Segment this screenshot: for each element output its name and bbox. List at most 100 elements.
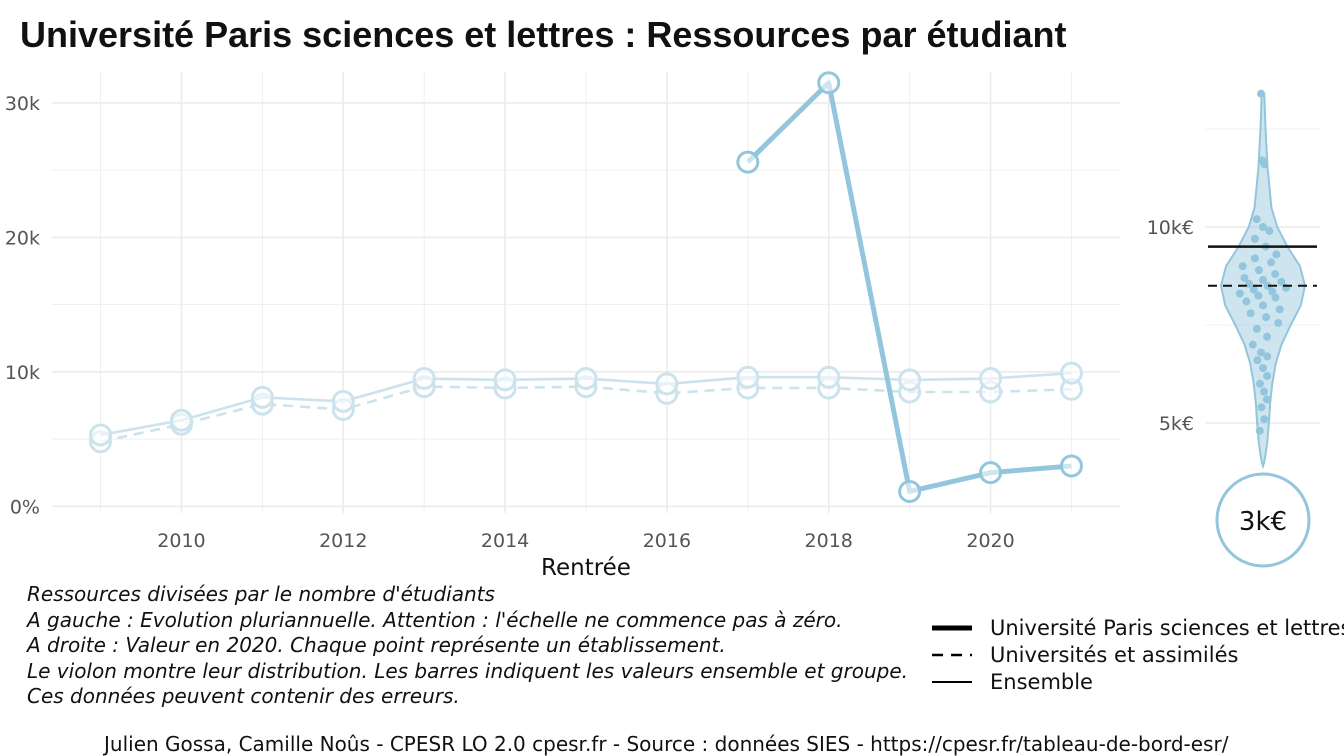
highlight-value-label: 3k€: [1239, 507, 1287, 537]
legend-key-dashed: [932, 653, 972, 656]
data-point: [979, 367, 1003, 391]
violin-point: [1263, 371, 1272, 380]
y-tick-label: 0%: [10, 496, 40, 518]
data-point: [736, 365, 760, 389]
legend-key-solid: [932, 680, 972, 683]
violin-point: [1235, 289, 1244, 298]
chart-title: Université Paris sciences et lettres : R…: [20, 14, 1067, 55]
caption-line: A gauche : Evolution pluriannuelle. Atte…: [27, 607, 843, 632]
violin-point: [1262, 395, 1271, 404]
violin-tick-label: 5k€: [1159, 413, 1194, 435]
violin-plot: 3k€: [1208, 89, 1317, 568]
violin-point: [1254, 266, 1263, 275]
x-tick-label: 2014: [481, 530, 529, 552]
data-point: [1059, 454, 1083, 478]
legend-label: Universités et assimilés: [990, 642, 1239, 667]
data-point: [250, 385, 274, 409]
x-tick-label: 2016: [643, 530, 691, 552]
violin-point: [1275, 305, 1284, 314]
violin-point: [1260, 387, 1269, 396]
data-point: [169, 408, 193, 432]
legend-item: Université Paris sciences et lettres: [932, 614, 1344, 641]
violin-point: [1267, 258, 1276, 267]
violin-point: [1245, 279, 1254, 288]
violin-point: [1263, 332, 1272, 341]
caption: Ressources divisées par le nombre d'étud…: [27, 582, 908, 710]
data-point: [412, 367, 436, 391]
data-point: [1059, 361, 1083, 385]
violin-point: [1252, 324, 1261, 333]
caption-line: Le violon montre leur distribution. Les …: [27, 658, 908, 683]
data-point: [331, 389, 355, 413]
main-grid: [52, 72, 1120, 513]
violin-point: [1259, 364, 1267, 373]
y-tick-label: 10k: [5, 362, 40, 384]
violin-point: [1271, 270, 1280, 279]
violin-point: [1263, 352, 1272, 361]
violin-point: [1262, 313, 1271, 322]
violin-point: [1259, 223, 1267, 231]
legend-item: Ensemble: [932, 668, 1344, 695]
data-point: [574, 367, 598, 391]
x-tick-label: 2018: [805, 530, 853, 552]
violin-point: [1242, 297, 1251, 306]
violin-point: [1268, 287, 1277, 296]
main-axes: 0% 10k 20k 30k 2010 2012 2014 2016 2018 2020: [5, 93, 1015, 552]
violin-point: [1260, 415, 1269, 424]
legend: Université Paris sciences et lettres Uni…: [932, 614, 1344, 695]
legend-label: Université Paris sciences et lettres: [990, 615, 1344, 640]
violin-point: [1256, 348, 1265, 357]
data-point: [493, 368, 517, 392]
violin-point: [1252, 215, 1261, 224]
violin-point: [1260, 160, 1269, 169]
violin-point: [1274, 319, 1283, 328]
legend-label: Ensemble: [990, 669, 1093, 694]
violin-point: [1277, 277, 1286, 286]
data-point: [979, 461, 1003, 485]
violin-point: [1259, 275, 1267, 284]
data-point: [817, 71, 841, 95]
violin-point: [1255, 379, 1264, 388]
violin-point: [1257, 89, 1265, 98]
caption-line: A droite : Valeur en 2020. Chaque point …: [27, 633, 726, 658]
y-tick-label: 20k: [5, 227, 40, 249]
legend-key-solid-thick: [932, 625, 972, 630]
data-point: [898, 479, 922, 503]
x-tick-label: 2010: [157, 530, 205, 552]
footer-credits: Julien Gossa, Camille Noûs - CPESR LO 2.…: [104, 732, 1229, 756]
violin-point: [1246, 309, 1255, 318]
violin-point: [1248, 340, 1257, 349]
violin-point: [1253, 356, 1262, 365]
caption-line: Ces données peuvent contenir des erreurs…: [27, 684, 460, 709]
violin-point: [1259, 301, 1267, 310]
legend-item: Universités et assimilés: [932, 641, 1344, 668]
violin-tick-label: 10k€: [1147, 217, 1194, 239]
violin-point: [1240, 273, 1249, 282]
x-axis-label: Rentrée: [541, 555, 631, 581]
caption-line: Ressources divisées par le nombre d'étud…: [27, 582, 495, 606]
violin-axes: 5k€ 10k€: [1147, 217, 1194, 435]
violin-point: [1250, 234, 1259, 243]
violin-point: [1271, 293, 1280, 302]
violin-point: [1263, 281, 1272, 290]
violin-point: [1255, 426, 1264, 435]
highlight-circle: [1215, 472, 1311, 568]
data-point: [89, 423, 113, 447]
data-point: [736, 150, 760, 174]
y-tick-label: 30k: [5, 93, 40, 115]
data-point: [817, 365, 841, 389]
violin-point: [1257, 403, 1266, 412]
x-tick-label: 2020: [966, 530, 1014, 552]
violin-point: [1272, 250, 1281, 259]
main-series: [89, 71, 1083, 503]
data-point: [655, 372, 679, 396]
violin-point: [1238, 262, 1247, 271]
x-tick-label: 2012: [319, 530, 367, 552]
violin-point: [1249, 285, 1258, 294]
violin-point: [1254, 291, 1263, 300]
violin-point: [1250, 254, 1259, 263]
violin-point: [1265, 226, 1274, 235]
data-point: [898, 368, 922, 392]
